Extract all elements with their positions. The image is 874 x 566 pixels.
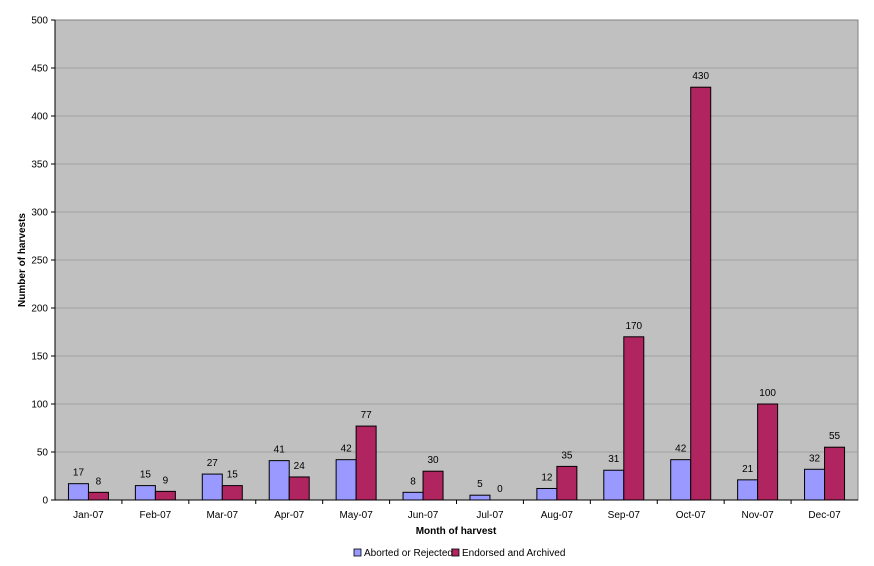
data-label: 41 [274,445,286,456]
x-tick-label: Sep-07 [608,510,641,521]
bar-endorsed [288,476,310,501]
bar-aborted [67,483,89,501]
legend-swatch-endorsed [451,548,460,557]
y-tick-label: 150 [31,352,48,363]
bar-aborted [670,459,692,501]
x-tick-label: Jun-07 [408,510,439,521]
y-tick-label: 200 [31,304,48,315]
data-label: 42 [675,444,687,455]
y-tick-label: 50 [37,448,49,459]
data-label: 17 [73,468,85,479]
x-tick-label: Nov-07 [742,510,775,521]
data-label: 8 [410,476,416,487]
x-tick-label: Aug-07 [541,510,574,521]
bar-endorsed [355,425,377,501]
data-label: 30 [427,455,439,466]
bar-aborted [335,459,357,501]
bar-aborted [402,491,424,501]
x-tick-label: Jul-07 [476,510,504,521]
y-tick-label: 300 [31,208,48,219]
bar-endorsed [623,336,645,501]
legend: Aborted or Rejected Endorsed and Archive… [353,548,565,559]
data-label: 430 [692,71,709,82]
bar-aborted [536,487,558,501]
x-axis-title: Month of harvest [416,526,497,537]
bar-endorsed [221,485,243,501]
y-axis-title: Number of harvests [17,213,28,307]
y-tick-label: 500 [31,16,48,27]
bar-aborted [603,469,625,501]
bar-aborted [469,494,491,501]
bar-aborted [268,460,290,501]
data-label: 9 [163,475,169,486]
bar-endorsed [422,470,444,501]
legend-label-endorsed: Endorsed and Archived [462,548,565,559]
data-label: 42 [341,444,353,455]
x-tick-label: Feb-07 [140,510,172,521]
x-tick-label: Jan-07 [73,510,104,521]
x-tick-label: Apr-07 [274,510,304,521]
bar-aborted [804,468,826,501]
gridlines [55,67,858,453]
data-label: 27 [207,458,219,469]
data-label: 100 [759,388,776,399]
y-tick-label: 250 [31,256,48,267]
bar-endorsed [87,491,109,501]
data-label: 170 [625,321,642,332]
y-tick-label: 0 [42,496,48,507]
data-label: 8 [96,476,102,487]
y-tick-label: 400 [31,112,48,123]
bar-aborted [737,479,759,501]
bar-endorsed [154,490,176,501]
y-tick-label: 350 [31,160,48,171]
legend-label-aborted: Aborted or Rejected [364,548,453,559]
bar-endorsed [690,86,712,501]
bar-endorsed [757,403,779,501]
data-label: 5 [477,479,483,490]
data-label: 12 [541,472,553,483]
data-label: 35 [561,450,573,461]
bar-aborted [201,473,223,501]
data-labels: 17 8 15 9 27 15 41 24 42 77 8 30 5 0 12 35 31 170 42 430 21 1… [73,71,841,495]
y-axis-ticks: 0 50 100 150 200 250 300 350 400 450 500 [31,16,55,507]
data-label: 31 [608,454,620,465]
data-label: 55 [829,431,841,442]
data-label: 15 [140,470,152,481]
data-label: 77 [361,410,373,421]
data-label: 24 [294,461,306,472]
bar-endorsed [824,446,846,501]
x-tick-label: Dec-07 [808,510,841,521]
bar-endorsed [556,465,578,501]
data-label: 0 [497,484,503,495]
y-tick-label: 100 [31,400,48,411]
y-tick-label: 450 [31,64,48,75]
data-label: 21 [742,464,754,475]
x-tick-label: Oct-07 [676,510,706,521]
bar-aborted [134,485,156,501]
x-tick-label: Mar-07 [206,510,238,521]
data-label: 15 [227,470,239,481]
x-tick-label: May-07 [339,510,373,521]
x-axis-ticks: Jan-07 Feb-07 Mar-07 Apr-07 May-07 Jun-07 Jul-… [73,500,841,521]
legend-swatch-aborted [353,548,362,557]
data-label: 32 [809,453,821,464]
